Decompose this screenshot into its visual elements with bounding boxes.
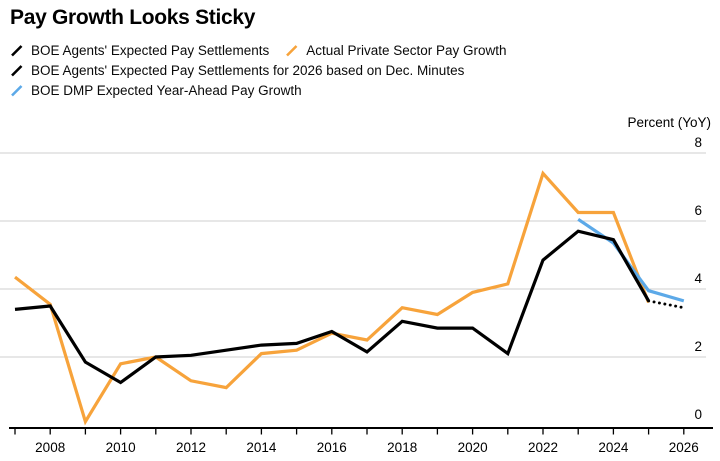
y-axis-label-0: 0 xyxy=(694,407,702,422)
legend-item-actual-private-pay: Actual Private Sector Pay Growth xyxy=(285,41,507,61)
black-slash-icon xyxy=(11,45,23,57)
chart-title: Pay Growth Looks Sticky xyxy=(10,6,256,29)
legend-item-boe-agents-settlements: BOE Agents' Expected Pay Settlements xyxy=(10,41,269,61)
legend-label: BOE Agents' Expected Pay Settlements xyxy=(31,43,270,58)
y-axis-label-2: 2 xyxy=(694,339,702,354)
chart-legend: BOE Agents' Expected Pay Settlements Act… xyxy=(10,41,507,101)
series-line-boe-dmp-expected-year-ahead-pay-growth xyxy=(577,217,685,303)
x-axis-label-2018: 2018 xyxy=(387,440,417,455)
x-axis-label-2016: 2016 xyxy=(317,440,347,455)
series-line-boe-agents-expected-pay-settlements xyxy=(14,229,650,385)
series-line-boe-agents-expected-pay-settlements-for-2026-based-on-dec-minutes xyxy=(647,299,686,310)
x-axis-label-2014: 2014 xyxy=(246,440,277,455)
y-axis-label-6: 6 xyxy=(694,203,702,218)
x-axis-label-2008: 2008 xyxy=(35,440,65,455)
x-axis-label-2010: 2010 xyxy=(106,440,136,455)
legend-label: BOE Agents' Expected Pay Settlements for… xyxy=(31,63,465,78)
legend-item-boe-dmp: BOE DMP Expected Year-Ahead Pay Growth xyxy=(10,81,302,101)
y-axis-label-4: 4 xyxy=(694,271,702,286)
y-axis-unit-label: Percent (YoY) xyxy=(627,115,711,130)
y-axis-label-8: 8 xyxy=(694,135,702,150)
legend-label: Actual Private Sector Pay Growth xyxy=(306,43,507,58)
x-axis-label-2012: 2012 xyxy=(176,440,206,455)
blue-slash-icon xyxy=(11,85,23,97)
x-axis-label-2024: 2024 xyxy=(598,440,629,455)
x-axis-label-2026: 2026 xyxy=(669,440,699,455)
legend-label: BOE DMP Expected Year-Ahead Pay Growth xyxy=(31,83,302,98)
legend-item-boe-agents-2026: BOE Agents' Expected Pay Settlements for… xyxy=(10,61,464,81)
legend-row-1: BOE Agents' Expected Pay Settlements Act… xyxy=(10,41,507,61)
x-axis-label-2020: 2020 xyxy=(458,440,488,455)
black-slash-icon xyxy=(11,65,23,77)
legend-row-3: BOE DMP Expected Year-Ahead Pay Growth xyxy=(10,81,507,101)
x-axis-label-2022: 2022 xyxy=(528,440,558,455)
legend-row-2: BOE Agents' Expected Pay Settlements for… xyxy=(10,61,507,81)
series-line-actual-private-sector-pay-growth xyxy=(14,170,651,426)
orange-slash-icon xyxy=(286,45,298,57)
